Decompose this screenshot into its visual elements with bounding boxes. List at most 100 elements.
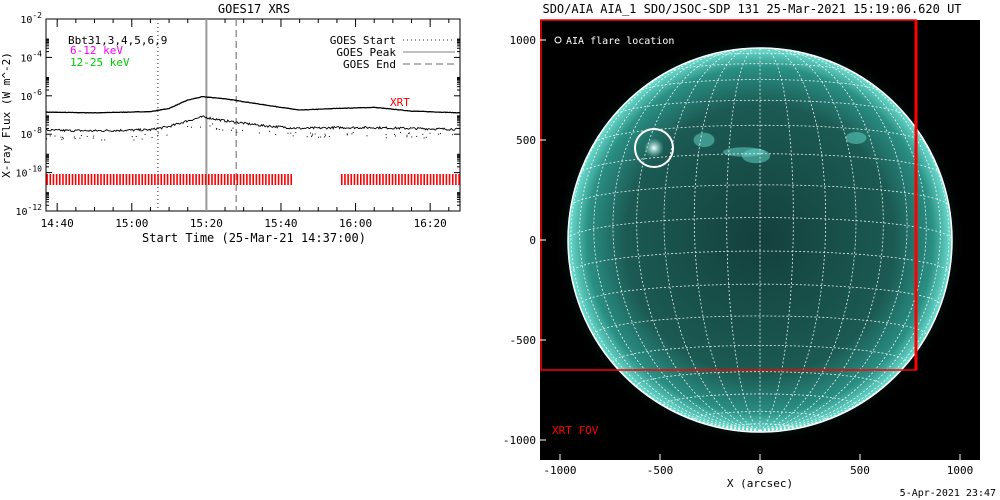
series-point (258, 132, 260, 134)
y-tick-label: 500 (516, 134, 536, 147)
series-point (346, 134, 348, 136)
series-point (269, 130, 271, 132)
longitude-line (693, 48, 761, 432)
series-point (215, 128, 217, 130)
series-point (101, 139, 103, 141)
longitude-line (726, 47, 761, 432)
series-point (166, 134, 168, 136)
longitude-line (759, 48, 827, 432)
series-point (86, 135, 88, 137)
series-point (135, 135, 137, 137)
x-axis-label-aia: X (arcsec) (727, 477, 793, 490)
series-point (385, 137, 387, 139)
x-tick-label: 14:40 (41, 217, 74, 230)
series-point (209, 125, 211, 127)
longitude-line (759, 47, 794, 432)
series-point (310, 132, 312, 134)
longitude-line (612, 50, 761, 432)
flare-brightening (644, 138, 664, 158)
x-tick-label: 500 (850, 464, 870, 477)
y-tick-label: 10-12 (16, 203, 43, 218)
y-tick-label: 0 (529, 234, 536, 247)
active-region (845, 132, 867, 144)
goes-xrs-chart: GOES17 XRS 10-12 10-10 10-8 10-6 10-4 10-2 14… (0, 2, 461, 245)
series-point (212, 123, 214, 125)
series-point (407, 132, 409, 134)
series-point (411, 136, 413, 138)
series-point (104, 139, 106, 141)
legend-label: GOES End (343, 58, 396, 71)
series-point (423, 137, 425, 139)
series-point (406, 136, 408, 138)
longitude-line (759, 50, 908, 432)
x-tick-label: 16:00 (339, 217, 372, 230)
y-tick-label: 10-10 (16, 165, 43, 180)
longitude-line (759, 52, 927, 432)
series-point (320, 136, 322, 138)
y-tick-label: 10-2 (20, 11, 42, 26)
xrt-fov-label: XRT FOV (552, 424, 599, 437)
series-point (306, 136, 308, 138)
series-line (45, 115, 461, 133)
series-point (406, 134, 408, 136)
longitude-line (663, 48, 761, 432)
x-tick-label: 15:40 (264, 217, 297, 230)
series-point (46, 138, 48, 140)
series-point (425, 136, 427, 138)
y-tick-label: 10-8 (20, 126, 42, 141)
longitude-line (759, 83, 950, 432)
longitude-line (579, 58, 761, 432)
series-point (131, 136, 133, 138)
series-point (394, 135, 396, 137)
legend-label: GOES Start (330, 34, 396, 47)
y-tick-label: 10-6 (20, 88, 42, 103)
y-axis-label: X-ray Flux (W m^-2) (0, 52, 13, 178)
longitude-line (593, 52, 761, 432)
series-point (218, 129, 220, 131)
legend-label: GOES Peak (336, 46, 396, 59)
series-point (54, 135, 56, 137)
series-point (429, 132, 431, 134)
series-point (62, 138, 64, 140)
legend-series-2: 12-25 keV (70, 56, 130, 69)
x-axis-label: Start Time (25-Mar-21 14:37:00) (142, 231, 366, 245)
latitude-line (570, 184, 950, 206)
series-point (232, 127, 234, 129)
series-point (92, 137, 94, 139)
series-point (323, 136, 325, 138)
series-point (422, 133, 424, 135)
series-point (141, 138, 143, 140)
series-point (60, 136, 62, 138)
y-tick-label: 1000 (510, 34, 537, 47)
series-point (311, 134, 313, 136)
series-point (157, 132, 159, 134)
x-tick-label: 0 (757, 464, 764, 477)
legend-series-1: 6-12 keV (70, 44, 123, 57)
series-point (328, 135, 330, 137)
series-point (79, 137, 81, 139)
series-point (216, 127, 218, 129)
series-point (312, 133, 314, 135)
series-point (74, 137, 76, 139)
chart-title: GOES17 XRS (218, 2, 290, 16)
series-point (73, 136, 75, 138)
flare-marker (634, 128, 674, 168)
aia-image-chart: SDO/AIA AIA_1 SDO/JSOC-SDP 131 25-Mar-20… (503, 2, 996, 499)
limb (567, 47, 953, 433)
latitude-line (693, 411, 827, 420)
series-point (438, 133, 440, 135)
series-point (400, 132, 402, 134)
latitude-line (593, 315, 927, 336)
x-tick-label: 15:20 (190, 217, 223, 230)
series-point (191, 126, 193, 128)
series-point (295, 132, 297, 134)
series-point (144, 134, 146, 136)
series-point (351, 133, 353, 135)
series-point (236, 131, 238, 133)
image-title: SDO/AIA AIA_1 SDO/JSOC-SDP 131 25-Mar-20… (542, 2, 961, 16)
series-point (133, 139, 135, 141)
x-tick-label: 16:20 (414, 217, 447, 230)
legend-marker (554, 36, 562, 44)
footer-date: 5-Apr-2021 23:47 (900, 488, 996, 499)
